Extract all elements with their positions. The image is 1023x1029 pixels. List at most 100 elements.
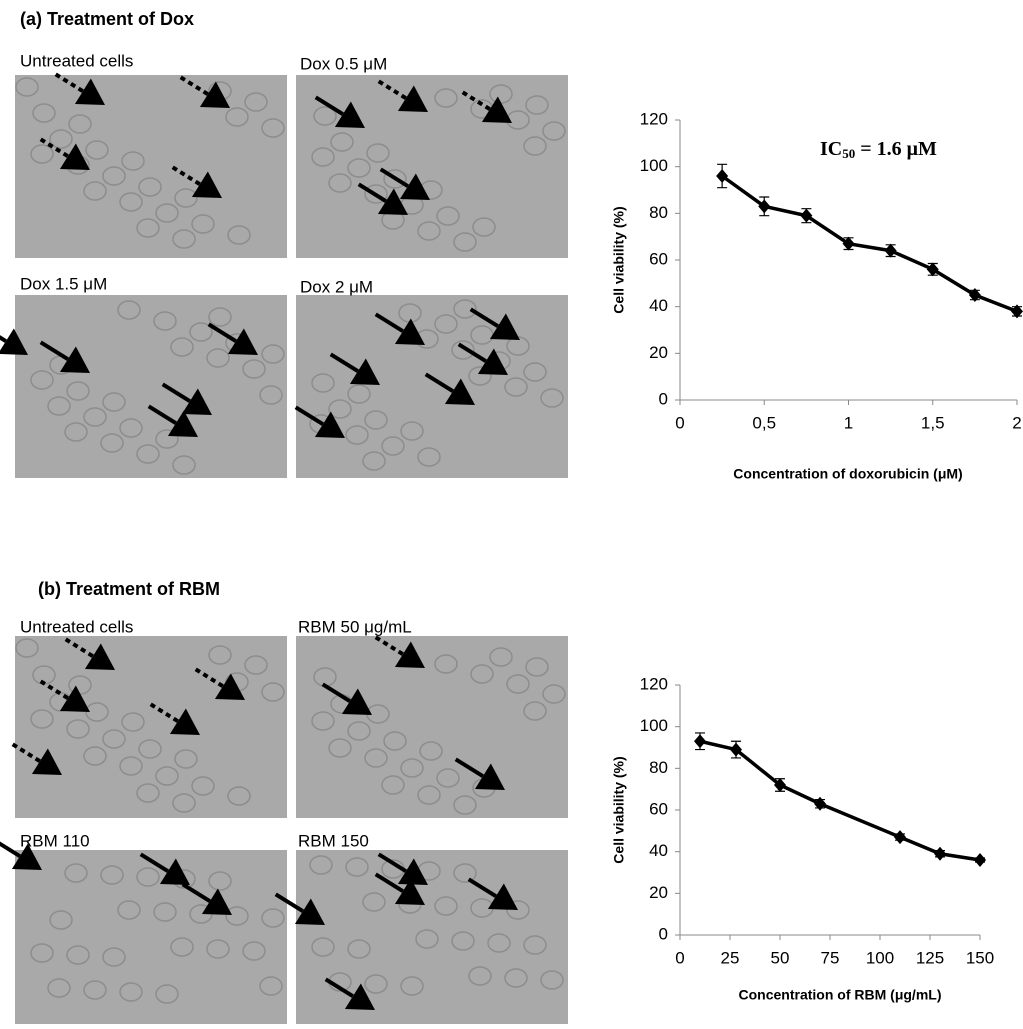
cell: [415, 929, 439, 949]
arrow-head: [59, 685, 90, 712]
cell: [136, 867, 160, 887]
cell: [155, 429, 179, 449]
cell: [172, 229, 196, 249]
cell: [347, 158, 371, 178]
arrow-shaft: [329, 352, 359, 373]
cell: [468, 966, 492, 986]
image-label: Untreated cells: [20, 617, 133, 636]
cell: [138, 739, 162, 759]
arrow-head: [31, 748, 62, 775]
cell: [434, 88, 458, 108]
cell: [66, 381, 90, 401]
arrow-head: [59, 346, 90, 373]
cell: [364, 974, 388, 994]
arrow-head: [474, 763, 505, 790]
cell: [451, 340, 475, 360]
x-tick-label: 150: [966, 948, 994, 967]
cell: [155, 766, 179, 786]
data-point: [1011, 304, 1023, 319]
cell: [49, 129, 73, 149]
cell: [155, 203, 179, 223]
arrow-head: [399, 173, 430, 200]
cell: [400, 976, 424, 996]
cell: [30, 943, 54, 963]
arrow-head: [394, 878, 425, 905]
arrow-head: [159, 858, 190, 885]
arrow-head: [167, 410, 198, 437]
image-label: RBM 50 μg/mL: [298, 617, 412, 636]
data-point: [730, 742, 742, 757]
data-point: [894, 830, 906, 845]
cell: [244, 655, 268, 675]
cell: [208, 871, 232, 891]
arrow-head: [214, 673, 245, 700]
arrow-shaft: [321, 682, 351, 703]
cell: [83, 980, 107, 1000]
arrow-head: [397, 85, 428, 112]
annotation-rest: = 1.6 μM: [855, 138, 937, 160]
cell: [362, 451, 386, 471]
y-tick-label: 60: [649, 249, 668, 268]
cell: [155, 984, 179, 1004]
cell: [468, 366, 492, 386]
arrow-shaft: [469, 307, 499, 328]
cell: [242, 941, 266, 961]
cell: [504, 377, 528, 397]
cell: [523, 362, 547, 382]
cell: [138, 177, 162, 197]
cell: [208, 307, 232, 327]
arrow-head: [199, 81, 230, 108]
arrow-shaft: [161, 382, 191, 403]
arrow-shaft: [147, 404, 177, 425]
cell: [66, 719, 90, 739]
cell: [121, 151, 145, 171]
arrow-shaft: [379, 167, 409, 188]
cell: [119, 192, 143, 212]
arrow-head: [84, 643, 115, 670]
arrow-shaft: [294, 405, 324, 426]
cell: [400, 421, 424, 441]
arrow-head: [481, 96, 512, 123]
data-point: [934, 846, 946, 861]
cell: [470, 664, 494, 684]
arrow-shaft: [467, 877, 497, 898]
x-tick-label: 100: [866, 948, 894, 967]
cell: [30, 370, 54, 390]
cell: [66, 945, 90, 965]
cell: [366, 143, 390, 163]
cell: [261, 682, 285, 702]
cell: [49, 910, 73, 930]
data-line: [721, 174, 1018, 313]
x-tick-label: 25: [721, 948, 740, 967]
cell: [328, 173, 352, 193]
y-tick-label: 100: [640, 156, 668, 175]
annotation: IC50 = 1.6 μM: [820, 138, 937, 161]
image-label: RBM 150: [298, 831, 369, 850]
cell: [525, 657, 549, 677]
cell: [311, 711, 335, 731]
cell: [83, 746, 107, 766]
data-point: [800, 208, 813, 223]
cell: [347, 384, 371, 404]
arrow-shaft: [0, 335, 7, 343]
arrow-head: [227, 328, 258, 355]
cell: [102, 166, 126, 186]
cell: [15, 638, 39, 658]
cell: [64, 422, 88, 442]
arrow-shaft: [377, 852, 407, 873]
cell: [417, 221, 441, 241]
arrow-shaft: [324, 977, 354, 998]
arrow-shaft: [0, 841, 21, 858]
cell: [487, 933, 511, 953]
arrow-shaft: [457, 342, 487, 363]
cell: [189, 322, 213, 342]
cell: [362, 892, 386, 912]
micrograph: [15, 636, 287, 818]
cell: [328, 738, 352, 758]
image-label: RBM 110: [20, 831, 90, 850]
y-tick-label: 100: [640, 716, 668, 735]
data-point: [758, 199, 771, 214]
cell: [419, 741, 443, 761]
image-label: Dox 2 μM: [300, 277, 373, 296]
micrograph: [296, 850, 568, 1024]
